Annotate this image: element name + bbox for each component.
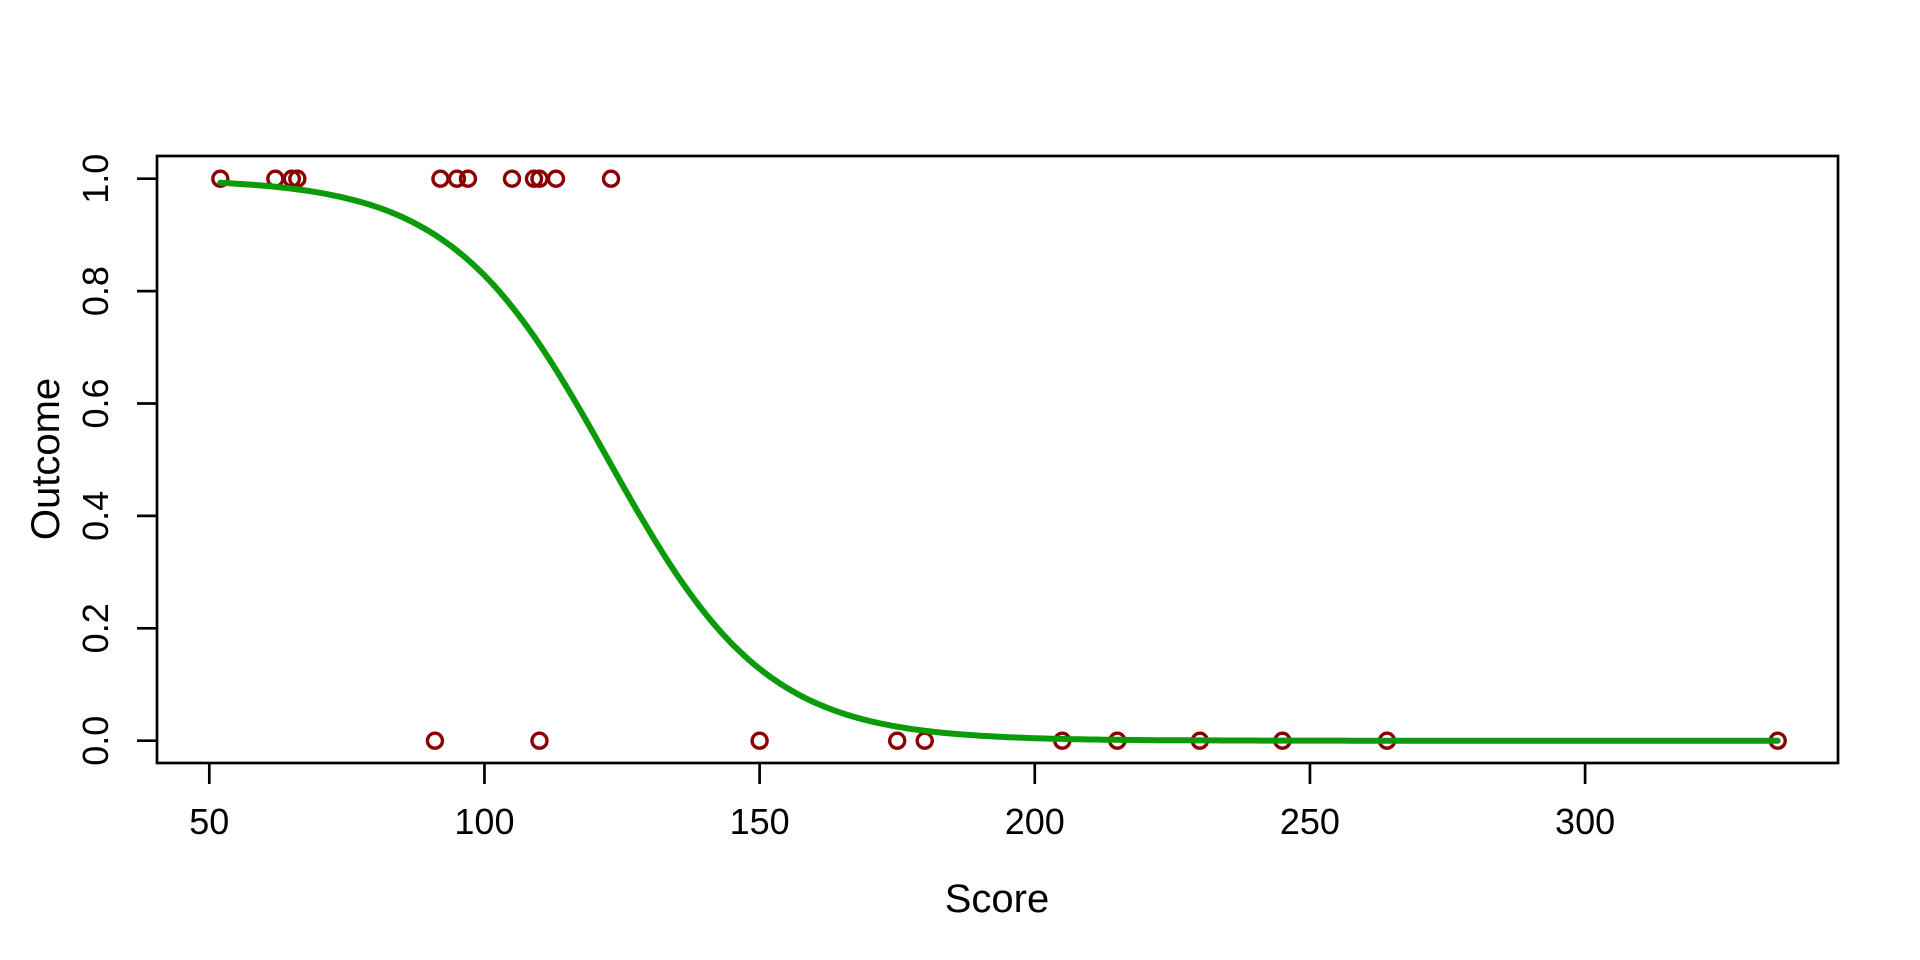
data-point-outcome-1	[211, 169, 230, 188]
data-points-layer	[211, 169, 1787, 750]
x-tick-label: 100	[454, 801, 514, 842]
data-point-outcome-1	[601, 169, 621, 188]
data-point-outcome-1	[431, 169, 450, 188]
y-tick-label: 1.0	[75, 154, 116, 204]
data-point-outcome-1	[502, 169, 522, 188]
data-point-outcome-0	[888, 731, 907, 750]
x-tick-label: 150	[730, 801, 790, 842]
data-point-outcome-1	[546, 169, 566, 188]
x-axis-label: Score	[945, 877, 1050, 921]
x-tick-label: 250	[1280, 801, 1340, 842]
plot-border	[155, 154, 1840, 765]
data-point-outcome-1	[524, 169, 544, 188]
data-point-outcome-1	[288, 169, 307, 188]
x-tick-label: 50	[189, 801, 229, 842]
data-point-outcome-0	[530, 731, 549, 750]
data-point-outcome-1	[458, 169, 478, 188]
fit-curve	[217, 179, 1781, 744]
y-tick-label: 0.4	[75, 491, 116, 541]
x-tick-label: 200	[1005, 801, 1065, 842]
y-tick-label: 0.2	[75, 603, 116, 653]
axis-ticks-layer: 50 100 150 200 250 300 0.0 0.2 0.4 0.6 0.8 1.0	[75, 154, 1615, 842]
data-point-outcome-0	[425, 731, 445, 750]
data-point-outcome-0	[915, 731, 934, 750]
data-point-outcome-1	[447, 169, 467, 188]
y-tick-label: 0.0	[75, 716, 116, 766]
x-tick-label: 300	[1555, 801, 1615, 842]
data-point-outcome-0	[750, 731, 769, 750]
y-axis-label: Outcome	[24, 378, 68, 540]
y-tick-label: 0.8	[75, 266, 116, 316]
y-tick-label: 0.6	[75, 378, 116, 428]
fit-curve-layer	[217, 179, 1781, 744]
